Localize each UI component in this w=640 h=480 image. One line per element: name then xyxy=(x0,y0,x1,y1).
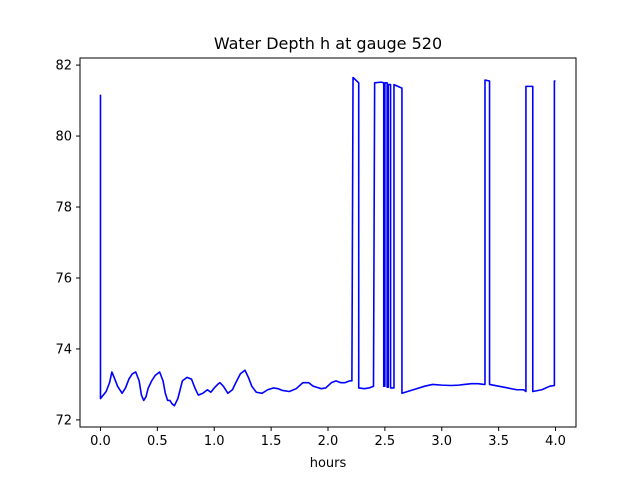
x-tick-label: 2.5 xyxy=(375,434,396,449)
y-tick-label: 82 xyxy=(55,59,72,74)
series-line xyxy=(99,76,556,407)
y-tick-label: 78 xyxy=(55,201,72,216)
x-tick-label: 1.0 xyxy=(204,434,225,449)
chart-title: Water Depth h at gauge 520 xyxy=(214,34,442,53)
x-tick-label: 2.0 xyxy=(318,434,339,449)
y-tick-label: 76 xyxy=(55,271,72,286)
x-tick-label: 3.5 xyxy=(488,434,509,449)
y-tick-label: 74 xyxy=(55,342,72,357)
tick-group: 0.0 0.5 1.0 1.5 2.0 2.5 3.0 3.5 4.0 72 74 76 78 80 82 xyxy=(55,59,565,449)
x-axis-label: hours xyxy=(310,456,347,471)
x-tick-label: 0.0 xyxy=(90,434,111,449)
plot-frame xyxy=(79,57,577,428)
x-tick-label: 1.5 xyxy=(261,434,282,449)
x-tick-label: 3.0 xyxy=(431,434,452,449)
x-tick-label: 4.0 xyxy=(545,434,566,449)
x-tick-label: 0.5 xyxy=(147,434,168,449)
y-tick-label: 80 xyxy=(55,130,72,145)
y-tick-label: 72 xyxy=(55,413,72,428)
series-group xyxy=(99,76,556,407)
